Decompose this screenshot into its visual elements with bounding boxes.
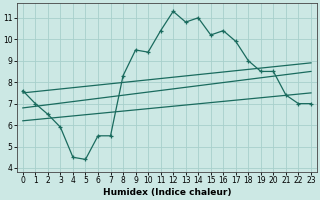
X-axis label: Humidex (Indice chaleur): Humidex (Indice chaleur): [103, 188, 231, 197]
